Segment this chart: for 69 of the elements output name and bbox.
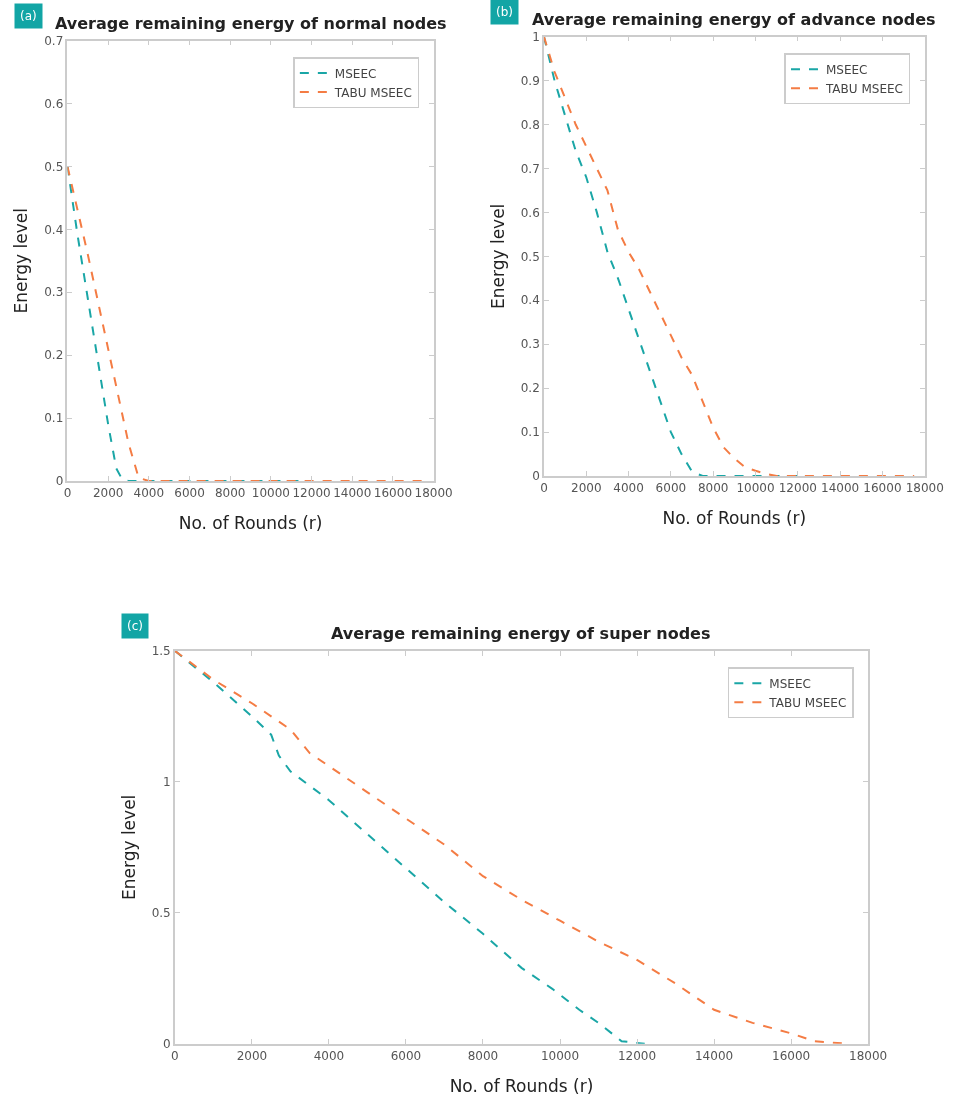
x-tick-label: 8000 xyxy=(214,486,246,501)
y-tick-label: 0.1 xyxy=(520,425,540,440)
text: (a) xyxy=(20,9,37,23)
chart-title: Average remaining energy of normal nodes xyxy=(55,14,447,33)
y-tick-label: 0.5 xyxy=(44,159,64,174)
x-tick-label: 6000 xyxy=(390,1048,422,1063)
y-tick-label: 0.5 xyxy=(151,906,171,921)
chart-title: Average remaining energy of advance nodes xyxy=(532,10,936,29)
y-tick-label: 1 xyxy=(163,775,171,790)
x-tick-label: 2000 xyxy=(570,481,602,496)
line-series xyxy=(67,165,425,481)
chart-title: Average remaining energy of super nodes xyxy=(331,624,711,643)
text: (c) xyxy=(127,619,143,633)
legend-label: MSEEC xyxy=(769,677,811,692)
x-tick-label: 14000 xyxy=(333,486,372,501)
y-axis-title: Energy level xyxy=(118,794,139,901)
x-tick-label: 10000 xyxy=(540,1048,580,1063)
x-axis-title: No. of Rounds (r) xyxy=(178,513,323,534)
x-tick-label: 16000 xyxy=(863,481,902,496)
legend-label: MSEEC xyxy=(825,62,868,77)
y-tick-label: 0.7 xyxy=(520,161,540,176)
y-tick-label: 0.6 xyxy=(520,205,540,220)
y-tick-label: 0.9 xyxy=(520,73,540,88)
legend-label: MSEEC xyxy=(334,66,377,81)
y-tick-label: 0.2 xyxy=(520,381,540,396)
x-tick-label: 18000 xyxy=(849,1048,888,1063)
x-axis-title: No. of Rounds (r) xyxy=(662,508,807,529)
y-tick-label: 0.3 xyxy=(44,285,64,300)
x-tick-label: 16000 xyxy=(772,1048,811,1063)
legend-label: TABU MSEEC xyxy=(333,85,412,100)
y-tick-label: 0.3 xyxy=(520,337,540,352)
text: (b) xyxy=(496,5,513,19)
x-tick-label: 12000 xyxy=(778,481,817,496)
y-axis-title: Energy level xyxy=(11,208,32,314)
x-tick-label: 10000 xyxy=(251,486,290,501)
x-tick-label: 6000 xyxy=(174,486,205,501)
y-tick-label: 1 xyxy=(532,29,540,44)
y-tick-label: 0.2 xyxy=(44,348,64,363)
legend-label: TABU MSEEC xyxy=(824,81,903,96)
line-series xyxy=(543,36,916,477)
x-tick-label: 16000 xyxy=(373,486,413,501)
x-tick-label: 2000 xyxy=(236,1048,268,1063)
y-axis-title: Energy level xyxy=(487,203,508,310)
x-tick-label: 18000 xyxy=(905,481,944,496)
y-tick-label: 0 xyxy=(532,469,540,484)
x-axis-title: No. of Rounds (r) xyxy=(449,1075,594,1096)
x-tick-label: 12000 xyxy=(617,1048,657,1063)
y-tick-label: 0.1 xyxy=(44,411,64,426)
y-tick-label: 0.4 xyxy=(520,293,540,308)
x-tick-label: 8000 xyxy=(697,481,729,496)
x-tick-label: 18000 xyxy=(414,486,453,501)
x-tick-label: 14000 xyxy=(694,1048,734,1063)
y-tick-label: 0.8 xyxy=(520,117,540,132)
x-tick-label: 14000 xyxy=(821,481,860,496)
legend-label: TABU MSEEC xyxy=(768,696,847,711)
x-tick-label: 4000 xyxy=(313,1048,345,1063)
x-tick-label: 10000 xyxy=(736,481,775,496)
y-tick-label: 0.4 xyxy=(44,222,64,237)
y-tick-label: 0.6 xyxy=(44,96,64,111)
y-tick-label: 1.5 xyxy=(151,644,171,659)
x-tick-label: 4000 xyxy=(613,481,644,496)
y-tick-label: 0.5 xyxy=(520,249,540,264)
y-tick-label: 0 xyxy=(163,1037,171,1052)
x-tick-label: 4000 xyxy=(133,486,165,501)
x-tick-label: 12000 xyxy=(292,486,331,501)
x-tick-label: 2000 xyxy=(92,486,124,501)
x-tick-label: 8000 xyxy=(467,1048,499,1063)
x-tick-label: 6000 xyxy=(655,481,687,496)
y-tick-label: 0.7 xyxy=(44,33,64,48)
